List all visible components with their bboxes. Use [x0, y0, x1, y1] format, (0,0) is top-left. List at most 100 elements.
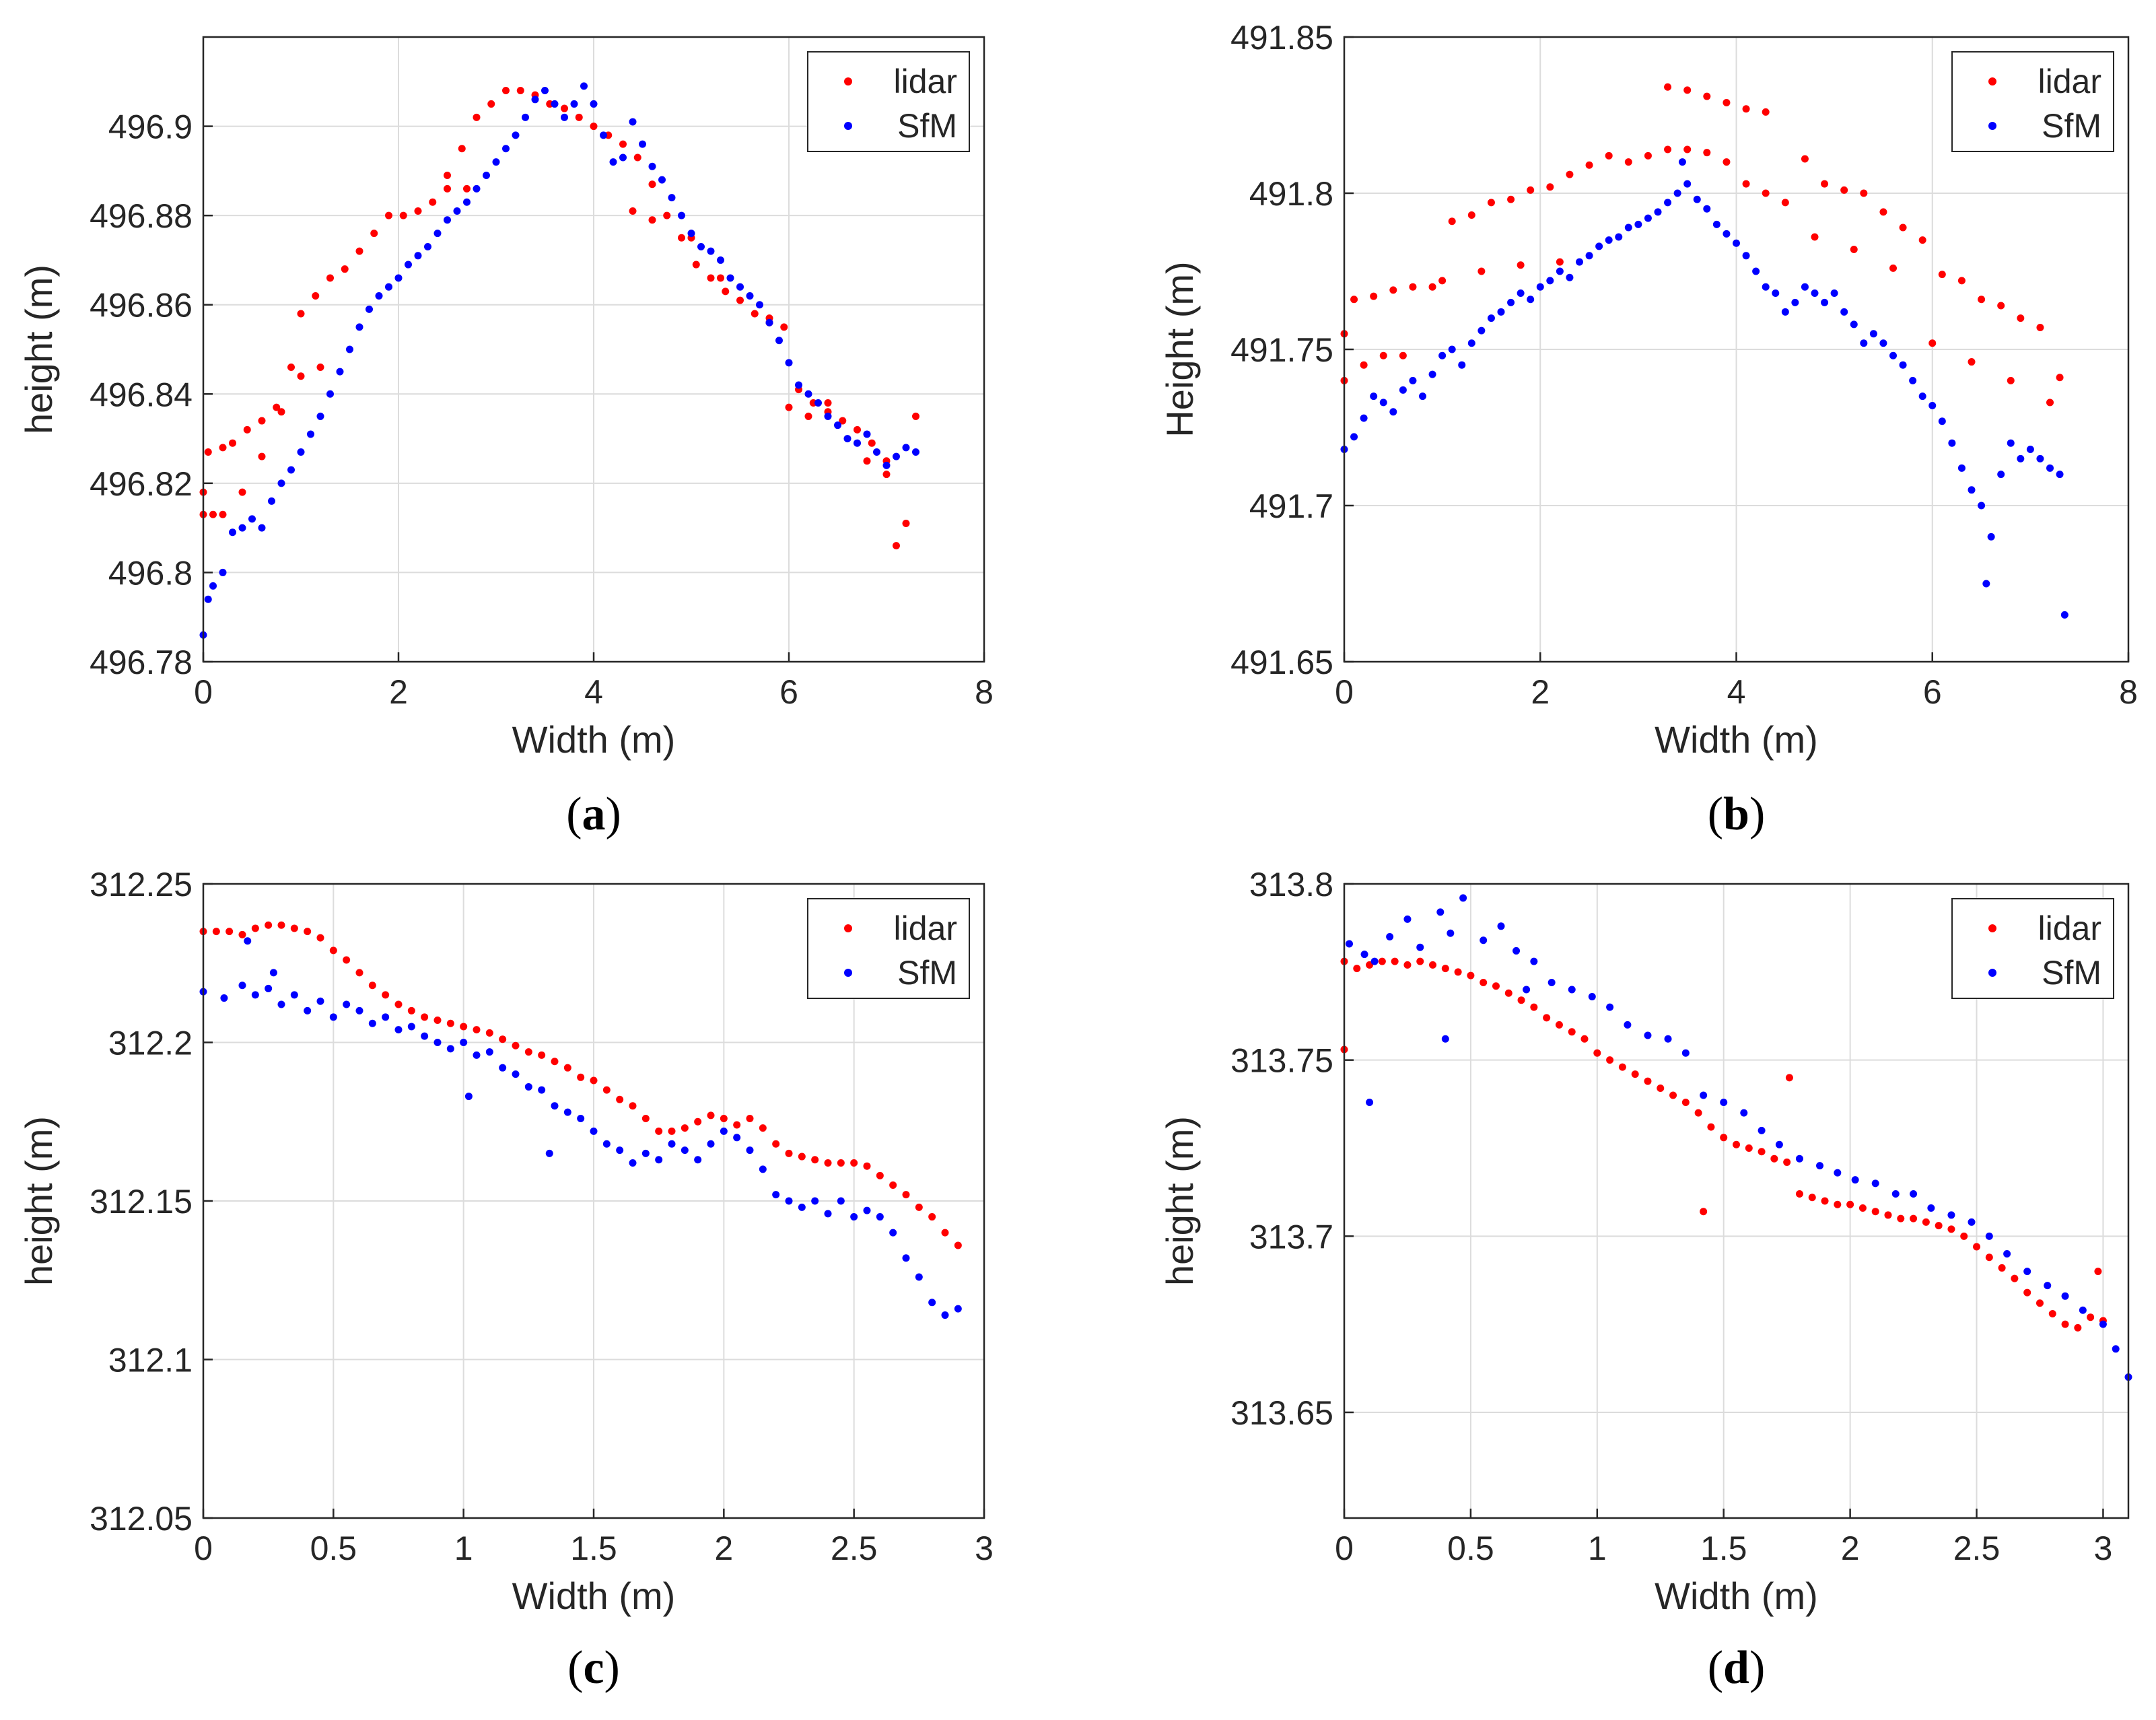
data-point	[1497, 308, 1505, 316]
data-point	[1543, 1014, 1551, 1022]
data-point	[1795, 1190, 1803, 1198]
data-point	[1555, 1021, 1563, 1029]
data-point	[1982, 580, 1990, 588]
data-point	[355, 969, 363, 977]
data-point	[277, 479, 285, 487]
data-point	[473, 184, 481, 193]
data-point	[850, 1213, 858, 1221]
data-point	[658, 176, 666, 184]
data-point	[421, 1013, 429, 1021]
data-point	[1360, 414, 1368, 422]
data-point	[1429, 961, 1437, 969]
data-point	[329, 1013, 337, 1021]
data-point	[759, 1165, 767, 1173]
data-point	[366, 305, 373, 313]
data-point	[1389, 408, 1397, 416]
data-point	[717, 256, 724, 264]
data-point	[681, 1146, 689, 1155]
x-tick-label: 8	[975, 673, 994, 711]
legend-marker	[1988, 924, 1996, 932]
data-point	[1576, 258, 1583, 266]
legend-marker	[1988, 122, 1996, 130]
data-point	[1580, 1035, 1589, 1043]
data-point	[843, 435, 851, 443]
y-tick-label: 491.75	[1230, 331, 1333, 369]
data-point	[1605, 151, 1613, 160]
data-point	[290, 924, 298, 932]
data-point	[1830, 289, 1838, 297]
data-point	[1664, 145, 1672, 153]
data-point	[1624, 158, 1632, 166]
data-point	[2007, 439, 2015, 447]
x-tick-label: 4	[584, 673, 603, 711]
data-point	[277, 921, 285, 929]
data-point	[1487, 199, 1495, 207]
data-point	[1781, 308, 1789, 316]
data-point	[2048, 1309, 2056, 1317]
data-point	[238, 982, 246, 990]
data-point	[2036, 454, 2044, 462]
data-point	[1928, 402, 1937, 410]
data-point	[2060, 611, 2068, 619]
data-point	[733, 1134, 741, 1142]
data-point	[238, 930, 246, 938]
data-point	[1389, 286, 1397, 294]
data-point	[1811, 289, 1819, 297]
data-point	[1350, 433, 1358, 441]
data-point	[499, 1064, 507, 1072]
data-point	[772, 1191, 780, 1199]
data-point	[707, 1111, 715, 1120]
data-point	[1548, 979, 1556, 987]
data-point	[1762, 189, 1770, 197]
data-point	[463, 198, 471, 206]
data-point	[1742, 180, 1750, 188]
data-point	[316, 412, 324, 420]
data-point	[1507, 195, 1515, 203]
data-point	[811, 1156, 819, 1164]
x-tick-label: 0	[1335, 1529, 1354, 1567]
series-sfm	[199, 937, 962, 1319]
data-point	[326, 274, 334, 282]
data-point	[316, 364, 324, 372]
data-point	[219, 444, 227, 452]
data-point	[1968, 358, 1976, 366]
data-point	[1742, 105, 1750, 113]
data-point	[1785, 1074, 1793, 1082]
data-point	[1968, 1218, 1976, 1226]
data-point	[1606, 1003, 1614, 1011]
data-point	[375, 291, 383, 300]
data-point	[1530, 957, 1538, 965]
data-point	[804, 412, 812, 420]
data-point	[1889, 264, 1897, 272]
data-point	[394, 1026, 403, 1034]
data-point	[868, 439, 876, 447]
data-point	[629, 118, 637, 126]
data-point	[1860, 189, 1868, 197]
data-point	[394, 1000, 403, 1008]
x-axis-label: Width (m)	[1655, 718, 1818, 761]
data-point	[1770, 1155, 1778, 1163]
chart-panel-d: 0 0.5 1 1.5 2 2.5 3 313.65 313.7 313.75 313.8 Width…	[1158, 866, 2132, 1694]
data-point	[1416, 957, 1424, 965]
data-point	[502, 87, 510, 95]
data-point	[238, 524, 246, 532]
data-point	[541, 87, 549, 95]
panel-label: (c)	[567, 1642, 620, 1694]
data-point	[1683, 180, 1692, 188]
data-point	[538, 1086, 546, 1094]
data-point	[1899, 361, 1907, 369]
data-point	[2036, 1299, 2044, 1307]
data-point	[238, 488, 246, 496]
data-point	[463, 184, 471, 193]
data-point	[1720, 1134, 1728, 1142]
data-point	[1386, 933, 1394, 940]
data-point	[2056, 471, 2064, 479]
data-point	[531, 96, 539, 104]
data-point	[736, 283, 744, 291]
data-point	[2036, 324, 2044, 332]
data-point	[1821, 180, 1829, 188]
data-point	[720, 1115, 728, 1123]
data-point	[551, 1102, 559, 1110]
data-point	[1938, 271, 1946, 279]
data-point	[1938, 417, 1946, 425]
